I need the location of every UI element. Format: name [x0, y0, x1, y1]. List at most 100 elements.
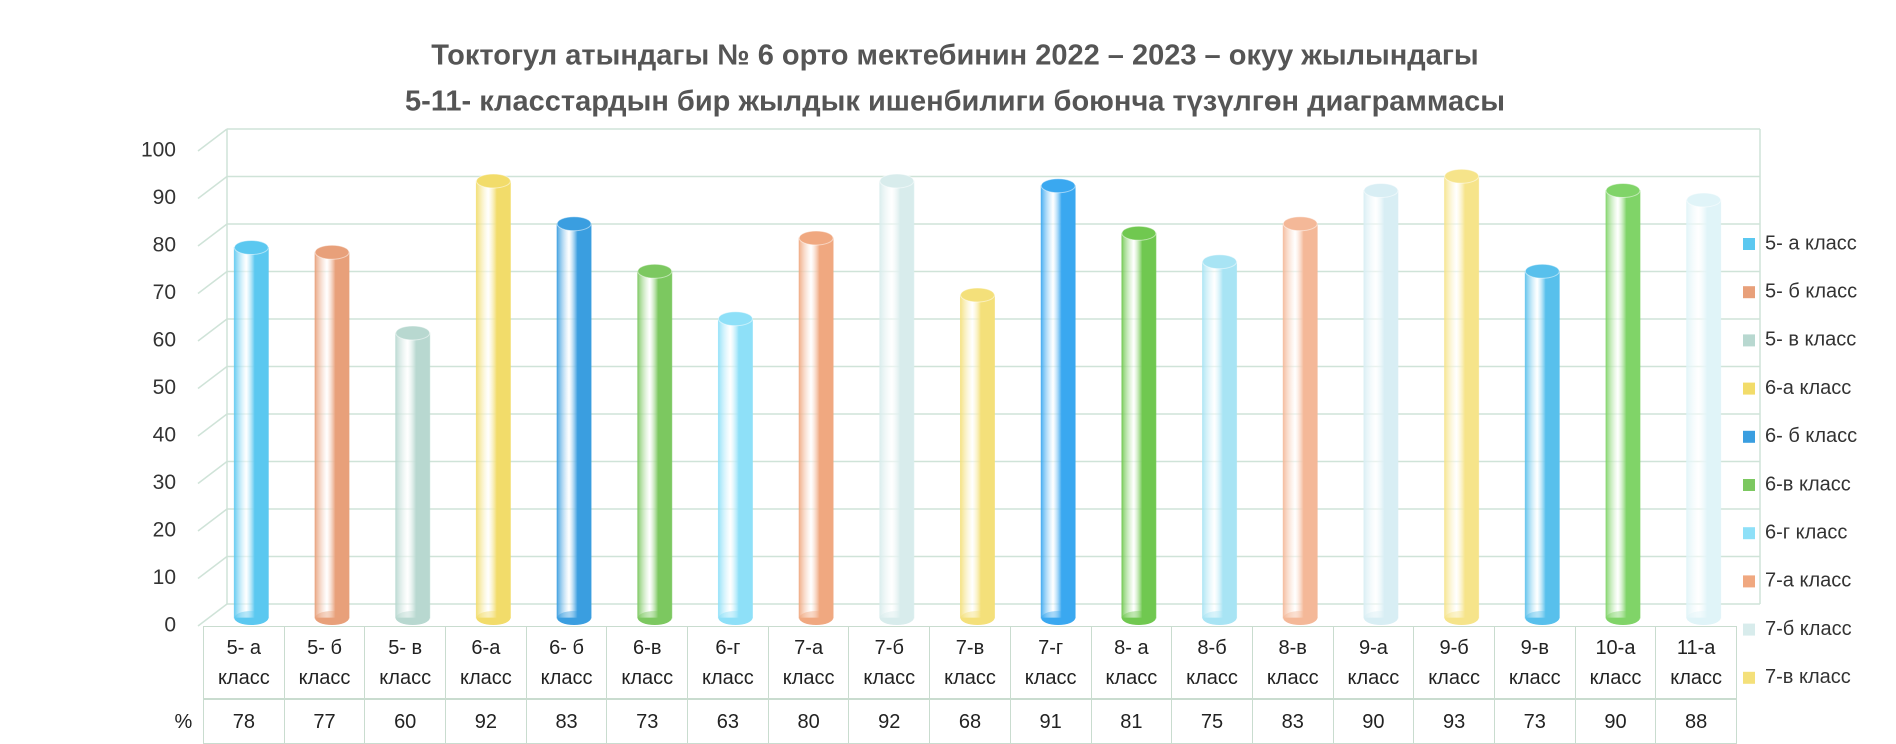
bar-top [1605, 183, 1641, 198]
cylinder [1282, 216, 1318, 625]
bar-top [960, 287, 995, 303]
value-label: 63 [687, 699, 769, 744]
row-label: % [174, 710, 193, 733]
bar [233, 247, 269, 619]
legend-label: 7-б класс [1765, 618, 1852, 640]
value-label: 92 [445, 699, 527, 744]
bar [1202, 261, 1238, 619]
category-label: 6-а класс [445, 626, 527, 699]
bar [556, 223, 592, 619]
category-label: 8-б класс [1171, 626, 1253, 699]
grid-depth [197, 460, 228, 485]
value-label: 88 [1655, 699, 1737, 744]
category-label: 8- а класс [1090, 626, 1173, 699]
chart-subtitle: 5-11- класстардын бир жылдык ишенбилиги … [405, 86, 1505, 118]
chart-title: Токтогул атындагы № 6 орто мектебинин 20… [431, 40, 1478, 72]
bar-top [1524, 263, 1560, 279]
legend-label: 6-а класс [1765, 377, 1851, 399]
cylinder [717, 311, 753, 625]
legend-swatch [1743, 286, 1755, 299]
value-label: 78 [203, 699, 285, 744]
bar [475, 180, 511, 619]
legend-swatch [1743, 671, 1755, 684]
grid-depth [197, 175, 228, 200]
cylinder [1686, 192, 1722, 625]
bar-top [475, 173, 511, 189]
legend-label: 5- в класс [1765, 329, 1856, 351]
cylinder [1444, 168, 1480, 625]
grid-depth [197, 365, 228, 390]
cylinder [1040, 178, 1076, 625]
bar [1121, 232, 1157, 619]
value-label: 83 [525, 699, 608, 744]
category-label: 9-а класс [1332, 626, 1415, 699]
bar [1524, 270, 1560, 619]
y-tick-label: 90 [153, 186, 176, 209]
bar [879, 180, 915, 619]
category-label: 6-в класс [606, 626, 689, 699]
bar-top [1444, 168, 1480, 184]
legend-label: 5- а класс [1765, 232, 1857, 254]
value-label: 90 [1332, 699, 1415, 744]
y-tick-label: 20 [153, 519, 176, 542]
value-label: 81 [1090, 699, 1173, 744]
bar-top [395, 325, 431, 341]
y-tick-label: 10 [153, 566, 176, 589]
bar [1282, 223, 1318, 619]
bar [798, 237, 834, 619]
category-label: 11-а класс [1655, 626, 1737, 699]
value-label: 93 [1413, 699, 1495, 744]
y-tick-label: 80 [153, 234, 176, 257]
y-tick-label: 70 [153, 281, 176, 304]
cylinder [475, 173, 511, 625]
category-label: 6-г класс [687, 626, 769, 699]
category-label: 8-в класс [1251, 626, 1334, 699]
category-label: 7-г класс [1009, 626, 1092, 699]
bar-top [1363, 183, 1399, 198]
y-tick-label: 60 [153, 329, 176, 352]
bar [395, 332, 431, 619]
category-label: 10-а класс [1574, 626, 1657, 699]
category-label: 7-а класс [767, 626, 850, 699]
bar-top [233, 240, 269, 255]
cylinder [395, 325, 431, 625]
grid-depth [197, 555, 228, 580]
bar-top [798, 230, 834, 246]
cylinder [879, 173, 915, 625]
bar-top [1121, 225, 1157, 241]
cylinder [960, 287, 995, 625]
legend-label: 7-а класс [1765, 570, 1851, 592]
bar [314, 251, 350, 619]
bar-top [1040, 178, 1076, 194]
bar [717, 318, 753, 619]
legend-swatch [1743, 334, 1755, 347]
value-label: 92 [848, 699, 931, 744]
bar-top [879, 173, 915, 189]
value-label: 83 [1251, 699, 1334, 744]
grid-depth [197, 603, 228, 627]
category-label: 5- а класс [203, 626, 285, 699]
cylinder [556, 216, 592, 625]
legend-label: 5- б класс [1765, 280, 1857, 302]
grid-depth [197, 318, 228, 342]
bar-top [556, 216, 592, 232]
value-label: 73 [1493, 699, 1576, 744]
bar [1444, 175, 1480, 619]
category-label: 6- б класс [525, 626, 608, 699]
grid-depth [197, 270, 228, 295]
value-label: 90 [1574, 699, 1657, 744]
cylinder [1363, 183, 1399, 625]
y-tick-label: 40 [153, 424, 176, 447]
y-tick-label: 0 [164, 614, 176, 637]
value-label: 68 [929, 699, 1011, 744]
cylinder [637, 263, 673, 625]
category-label: 5- б класс [283, 626, 366, 699]
bar-top [1202, 254, 1238, 270]
legend-swatch [1743, 382, 1755, 395]
legend-label: 7-в класс [1765, 666, 1851, 688]
bar-top [637, 263, 673, 279]
category-label: 9-в класс [1493, 626, 1576, 699]
grid-depth [197, 413, 228, 437]
